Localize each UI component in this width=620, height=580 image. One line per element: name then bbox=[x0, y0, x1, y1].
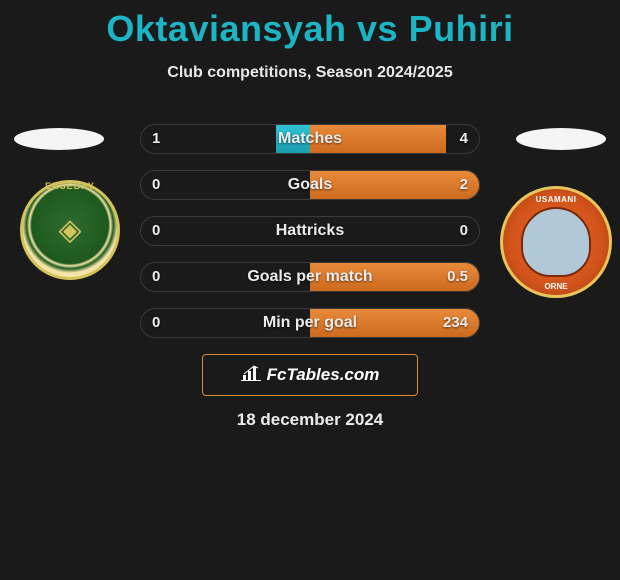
club-badge-right bbox=[500, 186, 612, 298]
stat-bar-bg bbox=[140, 216, 480, 246]
stats-block: 1 Matches 4 0 Goals 2 0 Hattricks 0 bbox=[140, 124, 480, 354]
stat-value-right: 4 bbox=[460, 124, 468, 154]
stat-value-right: 0 bbox=[460, 216, 468, 246]
stat-bar-right bbox=[310, 124, 446, 154]
page-title: Oktaviansyah vs Puhiri bbox=[0, 0, 620, 50]
stat-value-left: 1 bbox=[152, 124, 160, 154]
stat-row: 0 Hattricks 0 bbox=[140, 216, 480, 246]
stat-bar-bg bbox=[140, 262, 480, 292]
stat-bar-bg bbox=[140, 308, 480, 338]
stat-value-right: 0.5 bbox=[447, 262, 468, 292]
stat-value-right: 234 bbox=[443, 308, 468, 338]
stat-value-left: 0 bbox=[152, 216, 160, 246]
chart-bar-icon bbox=[241, 365, 261, 386]
player-left-slot bbox=[14, 128, 104, 150]
stat-bar-right bbox=[310, 170, 480, 200]
subtitle: Club competitions, Season 2024/2025 bbox=[0, 64, 620, 82]
stat-value-left: 0 bbox=[152, 170, 160, 200]
stat-bar-bg bbox=[140, 170, 480, 200]
club-badge-left: ◈ bbox=[20, 180, 120, 280]
stat-bar-left bbox=[276, 124, 310, 154]
stat-row: 0 Min per goal 234 bbox=[140, 308, 480, 338]
dolphin-icon bbox=[521, 207, 591, 277]
stat-row: 0 Goals per match 0.5 bbox=[140, 262, 480, 292]
comparison-card: Oktaviansyah vs Puhiri Club competitions… bbox=[0, 0, 620, 580]
brand-box[interactable]: FcTables.com bbox=[202, 354, 418, 396]
stat-value-right: 2 bbox=[460, 170, 468, 200]
shark-icon: ◈ bbox=[58, 213, 81, 248]
stat-row: 1 Matches 4 bbox=[140, 124, 480, 154]
stat-bar-bg bbox=[140, 124, 480, 154]
brand-label: FcTables.com bbox=[267, 365, 380, 385]
date-label: 18 december 2024 bbox=[0, 410, 620, 430]
stat-row: 0 Goals 2 bbox=[140, 170, 480, 200]
stat-value-left: 0 bbox=[152, 308, 160, 338]
player-right-slot bbox=[516, 128, 606, 150]
stat-value-left: 0 bbox=[152, 262, 160, 292]
